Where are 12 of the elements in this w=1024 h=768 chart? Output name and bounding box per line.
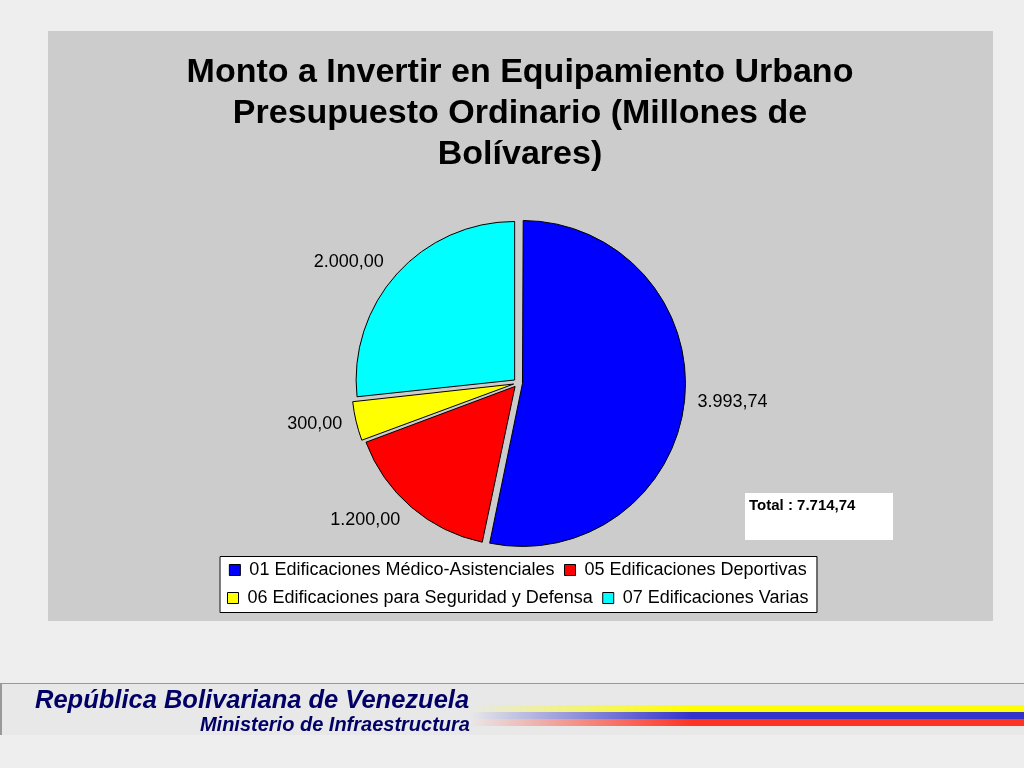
text: Total : 7.714,74 <box>745 493 893 540</box>
legend-label: 05 Edificaciones Deportivas <box>584 558 807 579</box>
legend-label: 01 Edificaciones Médico-Asistenciales <box>249 558 555 579</box>
text: Ministerio de Infraestructura <box>199 713 470 736</box>
data-label: 3.993,74 <box>697 390 768 411</box>
chart-title: Monto a Invertir en Equipamiento Urbano Presupuesto Ordinario (Millones de Bolívares) <box>185 50 855 173</box>
data-label: 1.200,00 <box>330 508 401 529</box>
text: República Bolivariana de Venezuela <box>35 685 470 714</box>
legend-label: 06 Edificaciones para Seguridad y Defensa <box>247 586 594 607</box>
data-label: 300,00 <box>287 413 343 434</box>
data-label: 2.000,00 <box>313 251 384 272</box>
legend-label: 07 Edificaciones Varias <box>622 586 809 607</box>
